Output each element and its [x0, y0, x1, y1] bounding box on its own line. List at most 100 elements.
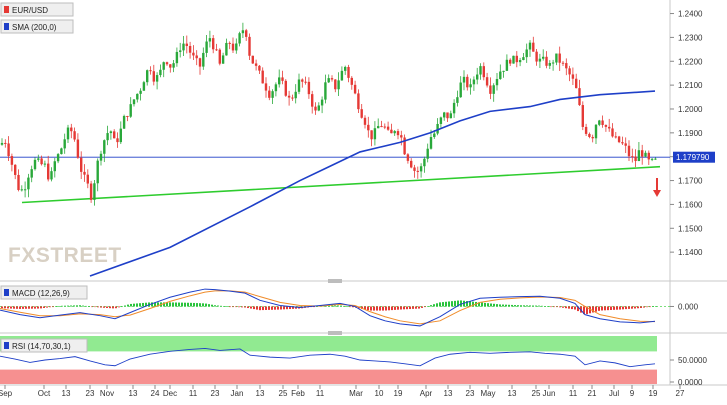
- macd-histogram-bar: [247, 306, 249, 309]
- candle-body: [548, 63, 551, 66]
- candle-body: [525, 49, 528, 58]
- macd-histogram-bar: [13, 306, 15, 309]
- sma-line: [89, 90, 656, 277]
- candle-body: [70, 127, 73, 132]
- candle-body: [198, 58, 202, 67]
- candle-body: [462, 76, 466, 83]
- macd-histogram-bar: [40, 306, 42, 309]
- candle-body: [76, 139, 80, 158]
- candle-body: [274, 84, 278, 92]
- candle-body: [423, 158, 426, 167]
- candle-body: [251, 55, 254, 64]
- candle-body: [129, 104, 132, 117]
- macd-histogram-bar: [208, 304, 210, 307]
- candle-body: [637, 150, 641, 162]
- macd-histogram-bar: [16, 306, 18, 309]
- candle-body: [122, 115, 126, 129]
- candle-body: [258, 65, 261, 71]
- candle-body: [320, 99, 324, 106]
- candle-body: [215, 49, 218, 51]
- legend-rsi[interactable]: RSI (14,70,30,1): [0, 338, 88, 353]
- macd-histogram-bar: [568, 306, 570, 309]
- candle-body: [86, 174, 89, 184]
- candle-body: [20, 189, 23, 191]
- macd-histogram-bar: [412, 306, 414, 309]
- candle-body: [103, 140, 106, 154]
- macd-histogram-bar: [457, 300, 459, 307]
- macd-line: [0, 288, 656, 327]
- candle-body: [522, 57, 525, 61]
- down-arrow-head: [653, 190, 661, 197]
- candle-body: [509, 59, 512, 64]
- macd-histogram-bar: [283, 306, 285, 310]
- pane-resize-handle[interactable]: [328, 331, 342, 335]
- candle-body: [472, 79, 476, 85]
- candle-body: [126, 115, 129, 117]
- candle-body: [287, 95, 291, 98]
- candle-body: [489, 85, 492, 94]
- macd-histogram-bar: [547, 306, 549, 307]
- macd-histogram-bar: [586, 306, 588, 315]
- candle-body: [304, 81, 307, 83]
- y-tick-label: 1.2000: [678, 105, 703, 114]
- macd-histogram-bar: [535, 305, 537, 307]
- macd-histogram-bar: [376, 306, 378, 311]
- pane-resize-handle[interactable]: [328, 279, 342, 283]
- candle-body: [314, 106, 317, 111]
- macd-histogram-bar: [595, 306, 597, 312]
- candle-body: [383, 126, 386, 128]
- candle-body: [89, 183, 93, 200]
- macd-histogram-bar: [229, 306, 231, 308]
- candle-body: [261, 70, 264, 84]
- macd-histogram-bar: [559, 306, 561, 308]
- macd-histogram-bar: [235, 306, 237, 308]
- macd-histogram-bar: [637, 306, 639, 309]
- x-tick-label: May: [480, 389, 495, 398]
- candle-body: [429, 137, 433, 149]
- macd-histogram-bar: [529, 305, 531, 307]
- macd-histogram-bar: [622, 306, 624, 310]
- macd-histogram-bar: [331, 305, 333, 307]
- legend-swatch: [4, 23, 9, 30]
- x-tick-label: 13: [129, 389, 138, 398]
- candle-body: [426, 148, 429, 159]
- macd-histogram-bar: [382, 306, 384, 311]
- legend-swatch: [4, 289, 9, 296]
- candle-body: [324, 82, 327, 100]
- candle-body: [469, 84, 472, 88]
- macd-histogram-bar: [514, 305, 516, 307]
- candle-body: [334, 79, 337, 90]
- legend-label: MACD (12,26,9): [12, 289, 70, 298]
- macd-histogram-bar: [1, 306, 3, 309]
- macd-histogram-bar: [157, 302, 159, 307]
- macd-histogram-bar: [199, 303, 201, 307]
- macd-histogram-bar: [388, 306, 390, 311]
- macd-histogram-bar: [592, 306, 594, 313]
- x-tick-label: 13: [256, 389, 265, 398]
- macd-histogram-bar: [217, 305, 219, 307]
- macd-histogram-bar: [538, 305, 540, 307]
- macd-histogram-bar: [100, 306, 102, 308]
- macd-histogram-bar: [142, 302, 144, 307]
- macd-histogram-bar: [397, 306, 399, 310]
- macd-histogram-bar: [238, 306, 240, 308]
- macd-histogram-bar: [418, 306, 420, 309]
- macd-histogram-bar: [403, 306, 405, 310]
- macd-histogram-bar: [139, 303, 141, 307]
- macd-histogram-bar: [487, 303, 489, 307]
- legend-sma[interactable]: SMA (200,0): [0, 19, 74, 34]
- x-tick-label: Jan: [231, 389, 244, 398]
- macd-histogram-bar: [79, 305, 81, 307]
- candle-body: [492, 85, 495, 94]
- candle-body: [63, 139, 66, 149]
- rsi-overbought-zone: [0, 336, 657, 352]
- candle-body: [647, 152, 650, 160]
- x-tick-label: Jun: [543, 389, 556, 398]
- x-tick-label: 10: [375, 389, 384, 398]
- macd-histogram-bar: [136, 303, 138, 307]
- macd-histogram-bar: [313, 306, 315, 308]
- legend-instrument[interactable]: EUR/USD: [0, 2, 74, 17]
- legend-macd[interactable]: MACD (12,26,9): [0, 285, 88, 300]
- y-tick-label: 1.1900: [678, 129, 703, 138]
